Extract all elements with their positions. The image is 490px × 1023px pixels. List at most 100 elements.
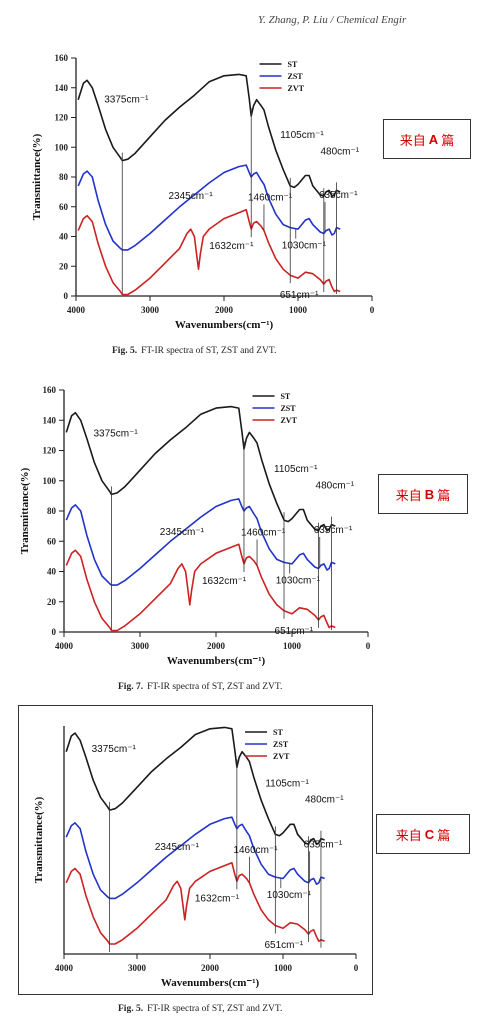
y-tick-label: 120 [43,446,57,456]
source-label-c-letter: C [424,826,435,842]
running-head: Y. Zhang, P. Liu / Chemical Engir [258,14,407,26]
y-tick-label: 20 [59,261,69,271]
x-tick-label: 0 [366,641,371,651]
x-tick-label: 2000 [201,963,220,973]
annotation-label: 3375cm⁻¹ [94,428,139,439]
annotation-label: 1460cm⁻¹ [233,845,278,856]
y-axis-label: Transmittance(%) [31,133,43,220]
y-tick-label: 120 [55,113,69,123]
annotation-label: 2345cm⁻¹ [160,527,205,538]
y-axis-label: Transmittance(%) [19,467,31,554]
y-axis-label: Transmittance(%) [33,796,45,883]
figure-a-caption-label: Fig. 5. [112,346,138,356]
y-tick-label: 160 [55,53,69,63]
figure-c-caption: Fig. 5. FT-IR spectra of ST, ZST and ZVT. [118,1004,282,1014]
y-tick-label: 40 [47,567,57,577]
series-line-st [77,73,341,198]
annotation-label: 1632cm⁻¹ [209,241,254,252]
chart-figure-c: 4000 3000 2000 1000 0 Wavenumbers(cm⁻¹) Transm… [0,700,490,1000]
figure-a-caption-text: FT-IR spectra of ST, ZST and ZVT. [141,346,277,356]
series-line-zst [65,498,336,586]
y-tick-label: 80 [59,172,69,182]
y-tick-label: 0 [64,291,69,301]
annotation-label: 1460cm⁻¹ [241,527,286,538]
annotation-label: 2345cm⁻¹ [155,842,200,853]
annotation-label: 635cm⁻¹ [304,839,343,850]
y-tick-label: 100 [55,142,69,152]
series-line-zvt [65,543,336,632]
source-label-c: 来自 C 篇 [376,814,470,854]
y-tick-label: 80 [47,506,57,516]
annotation-label: 651cm⁻¹ [275,626,314,637]
legend-label-zst: ZST [280,404,296,413]
y-tick-label: 160 [43,385,57,395]
annotation-label: 1105cm⁻¹ [274,464,318,475]
annotation-label: 1105cm⁻¹ [265,778,309,789]
x-tick-label: 2000 [215,305,234,315]
annotation-label: 651cm⁻¹ [280,290,319,301]
x-axis-label: Wavenumbers(cm⁻¹) [167,655,266,667]
y-tick-label: 20 [47,597,57,607]
x-tick-label: 2000 [207,641,226,651]
x-tick-label: 3000 [131,641,150,651]
x-axis-label: Wavenumbers(cm⁻¹) [175,319,274,331]
annotation-label: 1105cm⁻¹ [280,130,324,141]
annotation-label: 480cm⁻¹ [320,146,359,157]
y-tick-label: 60 [47,536,57,546]
annotation-label: 651cm⁻¹ [264,940,303,951]
annotation-label: 635cm⁻¹ [319,190,358,201]
source-label-b-prefix: 来自 [395,487,422,503]
source-label-a-prefix: 来自 [399,132,426,148]
legend-label-zst: ZST [288,72,304,81]
source-label-a-letter: A [428,131,439,147]
x-tick-label: 1000 [283,641,302,651]
y-tick-label: 60 [59,202,69,212]
annotation-label: 1632cm⁻¹ [202,576,247,587]
source-label-b-letter: B [424,486,435,502]
y-tick-label: 40 [59,232,69,242]
legend-label-zst: ZST [273,740,289,749]
chart-figure-b: 4000 3000 2000 1000 0 0 20 40 60 80 100 120 140 160 Wa… [0,370,490,690]
annotation-label: 480cm⁻¹ [316,481,355,492]
source-label-c-suffix: 篇 [437,827,451,843]
x-tick-label: 4000 [67,305,86,315]
chart-figure-c-plot: 4000 3000 2000 1000 0 Wavenumbers(cm⁻¹) Transm… [33,726,359,989]
source-label-b: 来自 B 篇 [378,474,468,514]
y-tick-label: 100 [43,476,57,486]
x-tick-label: 0 [370,305,375,315]
legend-label-zvt: ZVT [280,416,297,425]
figure-b-caption-label: Fig. 7. [118,682,144,692]
legend-label-zvt: ZVT [288,84,305,93]
figure-c-frame [18,705,373,995]
annotation-label: 1460cm⁻¹ [248,193,293,204]
series-line-zst [77,164,341,251]
series-line-zvt [65,862,325,945]
source-label-a: 来自 A 篇 [383,119,471,159]
source-label-c-prefix: 来自 [395,827,422,843]
legend-label-st: ST [288,60,298,69]
x-tick-label: 4000 [55,963,74,973]
y-tick-label: 0 [52,627,57,637]
x-tick-label: 1000 [289,305,308,315]
annotation-label: 3375cm⁻¹ [92,744,137,755]
x-tick-label: 4000 [55,641,74,651]
x-tick-label: 0 [354,963,359,973]
figure-b-caption-text: FT-IR spectra of ST, ZST and ZVT. [147,682,283,692]
legend-label-st: ST [273,728,283,737]
annotation-label: 635cm⁻¹ [314,525,353,536]
annotation-label: 1030cm⁻¹ [276,576,321,587]
figure-a-caption: Fig. 5. FT-IR spectra of ST, ZST and ZVT. [112,346,276,356]
chart-figure-a: 4000 3000 2000 1000 0 0 20 40 60 80 100 120 140 160 Wa… [0,0,490,360]
source-label-a-suffix: 篇 [441,132,455,148]
chart-figure-b-plot: 4000 3000 2000 1000 0 0 20 40 60 80 100 120 140 160 Wa… [19,385,371,667]
x-tick-label: 3000 [128,963,147,973]
series-line-st [65,405,336,532]
annotation-label: 1030cm⁻¹ [267,890,312,901]
x-axis-label: Wavenumbers(cm⁻¹) [161,977,260,989]
annotation-label: 480cm⁻¹ [305,795,344,806]
annotation-label: 1030cm⁻¹ [282,241,327,252]
y-tick-label: 140 [55,83,69,93]
annotation-label: 3375cm⁻¹ [104,95,149,106]
figure-b-caption: Fig. 7. FT-IR spectra of ST, ZST and ZVT. [118,682,282,692]
figure-c-caption-text: FT-IR spectra of ST, ZST and ZVT. [147,1004,283,1014]
